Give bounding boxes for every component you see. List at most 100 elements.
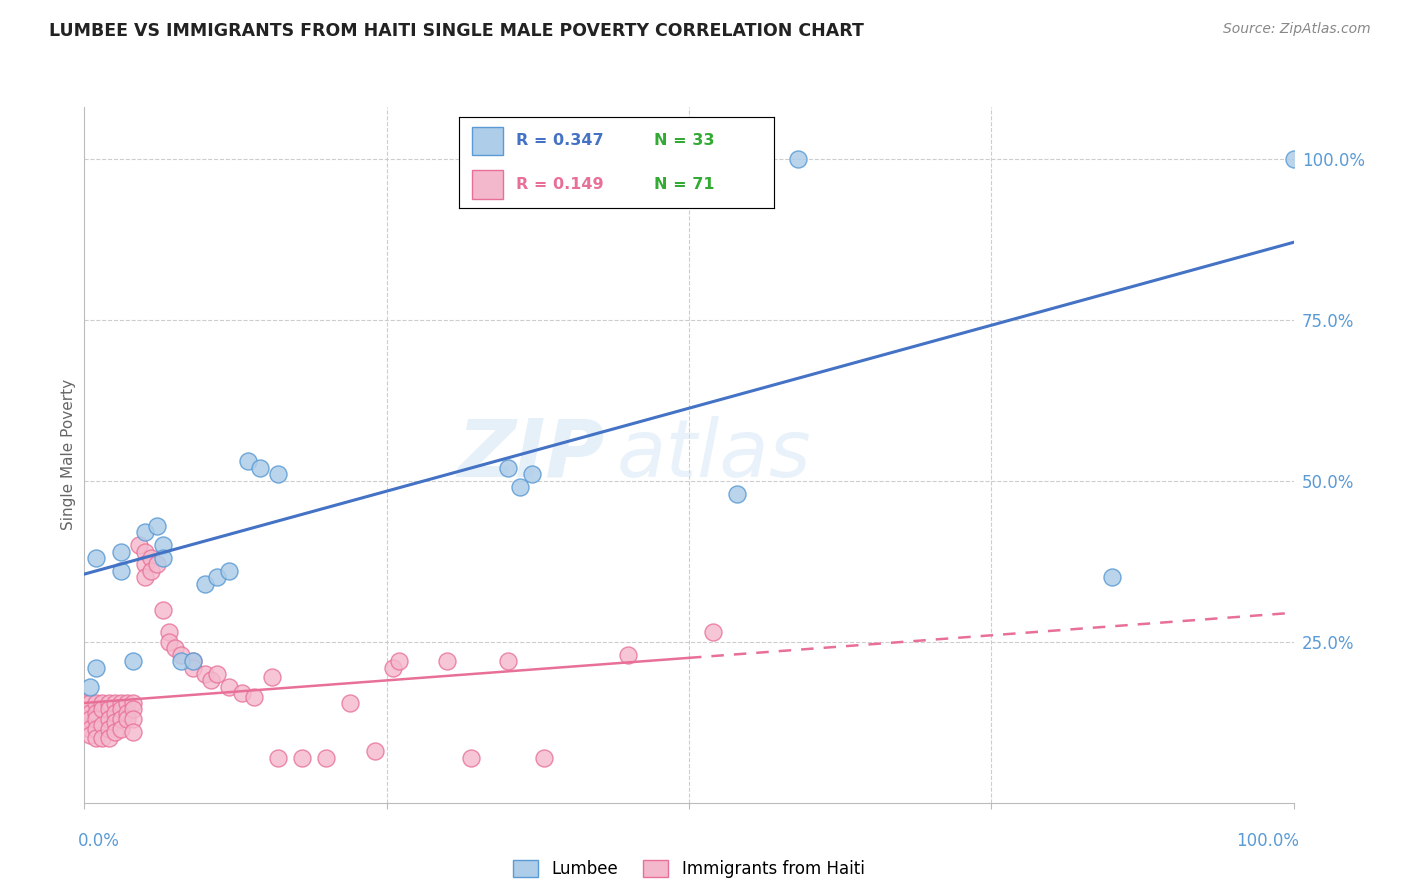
Point (134, 570, 156, 584)
Point (110, 564, 132, 578)
Point (104, 715, 127, 730)
Point (218, 564, 240, 578)
Point (181, 654, 204, 668)
Point (181, 654, 204, 668)
Point (218, 680, 240, 694)
Point (91, 731, 114, 746)
Point (86, 660, 108, 674)
Point (104, 706, 127, 720)
Point (725, 486, 748, 500)
Point (260, 670, 283, 684)
Point (110, 712, 132, 726)
Point (617, 648, 640, 662)
Point (207, 570, 229, 584)
Point (110, 722, 132, 736)
Point (86, 706, 108, 720)
Point (181, 660, 204, 674)
Point (207, 667, 229, 681)
Point (97, 731, 120, 746)
Point (79, 728, 101, 742)
Point (115, 712, 138, 726)
Point (249, 460, 271, 475)
Point (291, 750, 314, 764)
Point (73, 706, 96, 720)
Point (86, 722, 108, 736)
Point (267, 750, 290, 764)
Point (152, 538, 174, 552)
Text: 100.0%: 100.0% (1236, 831, 1299, 850)
Point (86, 712, 108, 726)
Point (97, 702, 120, 716)
Point (139, 551, 162, 566)
Point (110, 696, 132, 710)
Point (381, 660, 404, 674)
Point (121, 696, 143, 710)
Point (267, 467, 290, 482)
Point (134, 525, 156, 540)
Text: ZIP: ZIP (457, 416, 605, 494)
Point (170, 648, 193, 662)
Point (128, 538, 150, 552)
Point (86, 551, 108, 566)
Point (1282, 152, 1305, 166)
Point (194, 576, 217, 591)
Point (134, 544, 156, 558)
Point (110, 544, 132, 558)
Point (146, 558, 169, 572)
Text: Source: ZipAtlas.com: Source: ZipAtlas.com (1223, 22, 1371, 37)
Point (436, 654, 458, 668)
Point (363, 744, 385, 758)
Point (79, 706, 101, 720)
Point (121, 702, 143, 716)
Point (146, 518, 169, 533)
Point (533, 750, 555, 764)
Point (73, 718, 96, 732)
Point (157, 625, 180, 640)
Point (200, 673, 222, 688)
Point (315, 750, 337, 764)
Point (97, 696, 120, 710)
Point (110, 702, 132, 716)
Point (496, 460, 519, 475)
Point (139, 564, 162, 578)
Point (152, 551, 174, 566)
Point (496, 654, 519, 668)
Point (134, 558, 156, 572)
Point (73, 696, 96, 710)
Point (194, 667, 217, 681)
Point (115, 696, 138, 710)
Point (79, 712, 101, 726)
Point (388, 654, 411, 668)
Point (509, 480, 531, 494)
Text: 0.0%: 0.0% (79, 831, 120, 850)
Point (97, 712, 120, 726)
Point (786, 152, 808, 166)
Point (231, 686, 253, 700)
Point (170, 654, 193, 668)
Point (460, 750, 482, 764)
Point (520, 467, 543, 482)
Point (79, 722, 101, 736)
Point (236, 454, 259, 468)
Point (104, 725, 127, 739)
Point (91, 702, 114, 716)
Text: atlas: atlas (616, 416, 811, 494)
Point (121, 712, 143, 726)
Point (79, 680, 101, 694)
Point (104, 696, 127, 710)
Point (86, 731, 108, 746)
Legend: Lumbee, Immigrants from Haiti: Lumbee, Immigrants from Haiti (506, 854, 872, 885)
Point (121, 725, 143, 739)
Point (79, 696, 101, 710)
Y-axis label: Single Male Poverty: Single Male Poverty (60, 379, 76, 531)
Point (115, 706, 138, 720)
Text: LUMBEE VS IMMIGRANTS FROM HAITI SINGLE MALE POVERTY CORRELATION CHART: LUMBEE VS IMMIGRANTS FROM HAITI SINGLE M… (49, 22, 865, 40)
Point (91, 718, 114, 732)
Point (242, 690, 264, 704)
Point (1101, 570, 1123, 584)
Point (91, 696, 114, 710)
Point (339, 696, 361, 710)
Point (157, 634, 180, 648)
Point (702, 625, 724, 640)
Point (121, 654, 143, 668)
